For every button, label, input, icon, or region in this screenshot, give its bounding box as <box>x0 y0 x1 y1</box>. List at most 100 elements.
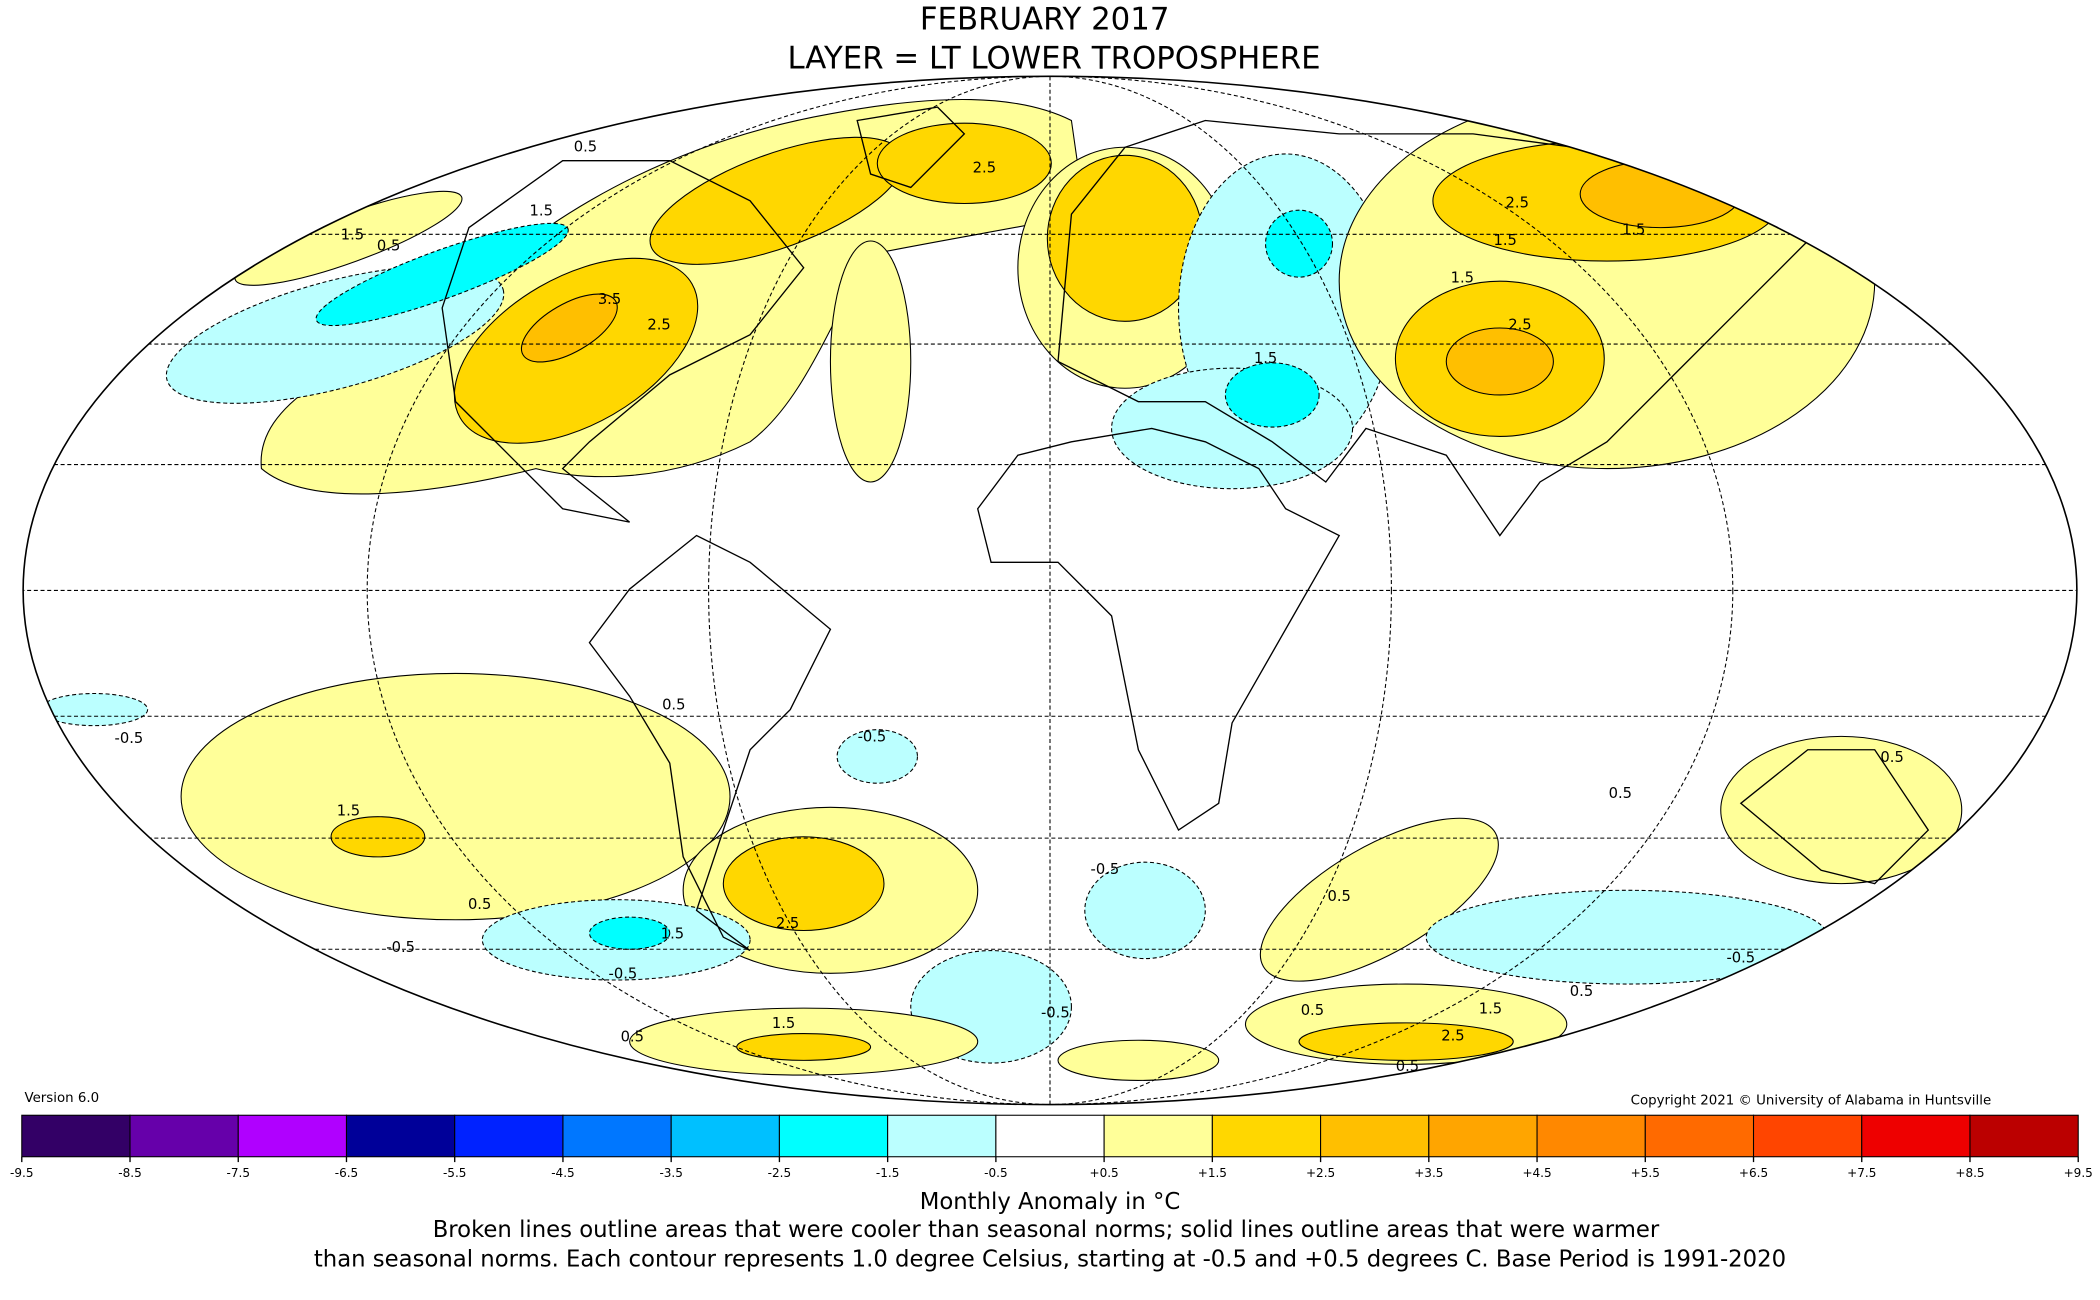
color-swatch <box>562 1114 672 1158</box>
color-swatch <box>1752 1114 1863 1158</box>
contour-label: 2.5 <box>1441 1027 1464 1044</box>
color-swatch <box>778 1114 889 1158</box>
contour-label: -0.5 <box>115 730 144 747</box>
anomaly-area <box>1579 160 1742 229</box>
colorbar-tick-label: +4.5 <box>1522 1166 1551 1180</box>
contour-label: 0.5 <box>1609 785 1632 802</box>
contour-label: 1.5 <box>1254 350 1277 367</box>
color-swatch <box>887 1114 997 1158</box>
contour-label: -0.5 <box>1091 861 1120 878</box>
color-swatch <box>345 1114 456 1158</box>
anomaly-area <box>1224 362 1320 428</box>
contour-label: 0.5 <box>621 1029 644 1046</box>
anomaly-areas <box>39 93 1963 1081</box>
color-swatch <box>1320 1114 1430 1158</box>
globe-outline <box>22 75 2078 1106</box>
anomaly-area <box>1720 735 1963 885</box>
contour-label: 2.5 <box>776 915 799 932</box>
colorbar-tick-label: +9.5 <box>2064 1166 2093 1180</box>
footnote: than seasonal norms. Each contour repres… <box>314 1247 1786 1273</box>
contour-label: 2.5 <box>973 160 996 177</box>
color-swatch <box>670 1114 780 1158</box>
colorbar-tick-label: -6.5 <box>335 1166 358 1180</box>
colorbar-tick-label: +6.5 <box>1739 1166 1768 1180</box>
contour-label: 1.5 <box>341 227 364 244</box>
colorbar-tick-label: -2.5 <box>768 1166 791 1180</box>
colorbar-tick-label: +2.5 <box>1306 1166 1335 1180</box>
anomaly-area <box>1425 889 1829 985</box>
contour-label: -0.5 <box>609 966 638 983</box>
anomaly-area <box>836 729 918 784</box>
coastlines <box>441 106 1930 952</box>
footnote: Broken lines outline areas that were coo… <box>433 1217 1660 1243</box>
colorbar-title: Monthly Anomaly in °C <box>920 1189 1181 1215</box>
colorbar-tick-label: -4.5 <box>551 1166 574 1180</box>
contour-label: 1.5 <box>530 203 553 220</box>
map: 3.5 2.5 2.5 1.5 0.5 0.5 1.5 2.5 1.5 1.5 2.5 1.5 2.5 1… <box>23 76 2077 1105</box>
contour-label: 1.5 <box>661 926 684 943</box>
graticule-line <box>708 76 1392 1105</box>
color-swatch <box>1861 1114 1971 1158</box>
color-swatch <box>995 1114 1105 1158</box>
subtitle: LAYER = LT LOWER TROPOSPHERE <box>787 40 1320 76</box>
colorbar-tick-label: -1.5 <box>876 1166 899 1180</box>
contour-label: -0.5 <box>1041 1004 1070 1021</box>
version: Version 6.0 <box>24 1091 99 1106</box>
color-swatch <box>21 1114 131 1158</box>
colorbar-tick-label: +7.5 <box>1847 1166 1876 1180</box>
contour-label: 0.5 <box>574 138 597 155</box>
contour-label: 2.5 <box>647 316 670 333</box>
color-swatch <box>1969 1114 2079 1158</box>
contour-label: 0.5 <box>1880 749 1903 766</box>
anomaly-area <box>1265 209 1334 278</box>
color-swatch <box>454 1114 564 1158</box>
anomaly-area <box>588 916 671 950</box>
colorbar-tick-label: -5.5 <box>443 1166 466 1180</box>
contour-label: 0.5 <box>468 896 491 913</box>
anomaly-area <box>736 1033 872 1061</box>
contour-labels: 3.5 2.5 2.5 1.5 0.5 0.5 1.5 2.5 1.5 1.5 2.5 1.5 2.5 1… <box>115 138 1904 1075</box>
contour-label: 0.5 <box>377 237 400 254</box>
contour-label: 1.5 <box>772 1015 795 1032</box>
colorbar-tick-label: +3.5 <box>1414 1166 1443 1180</box>
color-swatch <box>1644 1114 1755 1158</box>
contour-label: -0.5 <box>858 729 887 746</box>
anomaly-area <box>1298 1022 1514 1061</box>
anomaly-area <box>520 293 618 363</box>
contour-label: 1.5 <box>337 802 360 819</box>
color-swatch <box>129 1114 239 1158</box>
colorbar-tick-label: -7.5 <box>227 1166 250 1180</box>
contour-label: 0.5 <box>1570 983 1593 1000</box>
anomaly-area <box>829 240 912 483</box>
colorbar-tick-label: +1.5 <box>1198 1166 1227 1180</box>
contour-label: 3.5 <box>598 291 621 308</box>
contour-label: 1.5 <box>1479 1000 1502 1017</box>
anomaly-area <box>1084 861 1206 960</box>
title: FEBRUARY 2017 <box>920 1 1170 37</box>
contour-label: 2.5 <box>1508 316 1531 333</box>
contour-label: 0.5 <box>1327 888 1350 905</box>
contour-label: 1.5 <box>1451 269 1474 286</box>
color-swatch <box>1211 1114 1322 1158</box>
colorbar-tick-label: +0.5 <box>1090 1166 1119 1180</box>
anomaly-area <box>722 836 885 932</box>
colorbar-tick-label: -9.5 <box>10 1166 33 1180</box>
colorbar-tick-label: +8.5 <box>1955 1166 1984 1180</box>
contour-label: 1.5 <box>1493 232 1516 249</box>
anomaly-area <box>1338 93 1876 470</box>
contour-label: 0.5 <box>1301 1002 1324 1019</box>
contour-label: -0.5 <box>1726 950 1755 967</box>
anomaly-area <box>315 222 569 327</box>
color-swatch <box>1103 1114 1213 1158</box>
color-swatch <box>1428 1114 1538 1158</box>
colorbar-tick-label: -0.5 <box>984 1166 1007 1180</box>
contour-label: 0.5 <box>662 697 685 714</box>
colorbar-tick-label: +5.5 <box>1631 1166 1660 1180</box>
anomaly-area <box>1259 817 1499 982</box>
anomaly-area <box>1057 1039 1220 1081</box>
contour-label: -0.5 <box>386 939 415 956</box>
colorbar-tick-label: -3.5 <box>659 1166 682 1180</box>
anomaly-area <box>180 672 731 921</box>
